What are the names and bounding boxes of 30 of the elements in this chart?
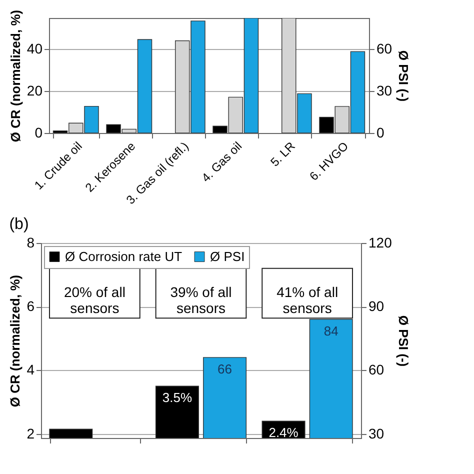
y-tick-label: 6 [26, 298, 35, 314]
y2-tick-label: 120 [368, 234, 392, 250]
y2-axis-title: Ø PSI (-) [396, 50, 412, 102]
annotation: 20% of all sensors [64, 284, 126, 316]
legend-label: Ø PSI [210, 248, 245, 264]
x-tick-label: 5. LR [268, 138, 298, 170]
y2-tick-label: 0 [376, 124, 384, 140]
annotation: 39% of all sensors [170, 284, 232, 316]
y-tick-label: 20 [26, 82, 43, 98]
data-label: 66 [218, 361, 232, 376]
y2-tick-label: 30 [376, 82, 392, 98]
y-tick-label: 2 [26, 425, 35, 442]
y-tick-label: 8 [26, 234, 35, 250]
data-label: 84 [324, 323, 338, 338]
y-axis-title: Ø CR (normalized, %) [8, 274, 23, 408]
y2-tick-label: 60 [368, 362, 384, 378]
legend-label: Ø Corrosion rate UT [65, 248, 182, 264]
x-tick-label: 4. Gas oil [198, 139, 245, 185]
y2-axis-title: Ø PSI (-) [396, 315, 411, 367]
y2-tick-label: 90 [368, 298, 384, 314]
data-label: 2.4% [268, 425, 299, 440]
y-axis-title: Ø CR (normalized, %) [8, 10, 23, 142]
data-label: 3.5% [162, 390, 192, 406]
y2-tick-label: 30 [368, 425, 384, 442]
y-tick-label: 0 [34, 124, 43, 140]
annotation: 41% of all sensors [276, 284, 338, 316]
y-tick-label: 40 [26, 40, 43, 56]
chart-title: (b) [9, 216, 29, 233]
y-tick-label: 4 [26, 362, 35, 378]
y2-tick-label: 60 [376, 40, 392, 56]
